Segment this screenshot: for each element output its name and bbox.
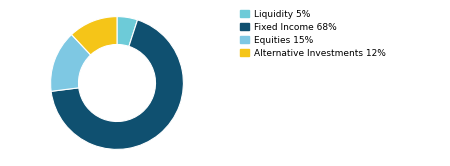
Wedge shape (72, 17, 117, 55)
Wedge shape (50, 35, 90, 91)
Wedge shape (117, 17, 138, 46)
Legend: Liquidity 5%, Fixed Income 68%, Equities 15%, Alternative Investments 12%: Liquidity 5%, Fixed Income 68%, Equities… (238, 8, 387, 60)
Wedge shape (51, 20, 184, 149)
